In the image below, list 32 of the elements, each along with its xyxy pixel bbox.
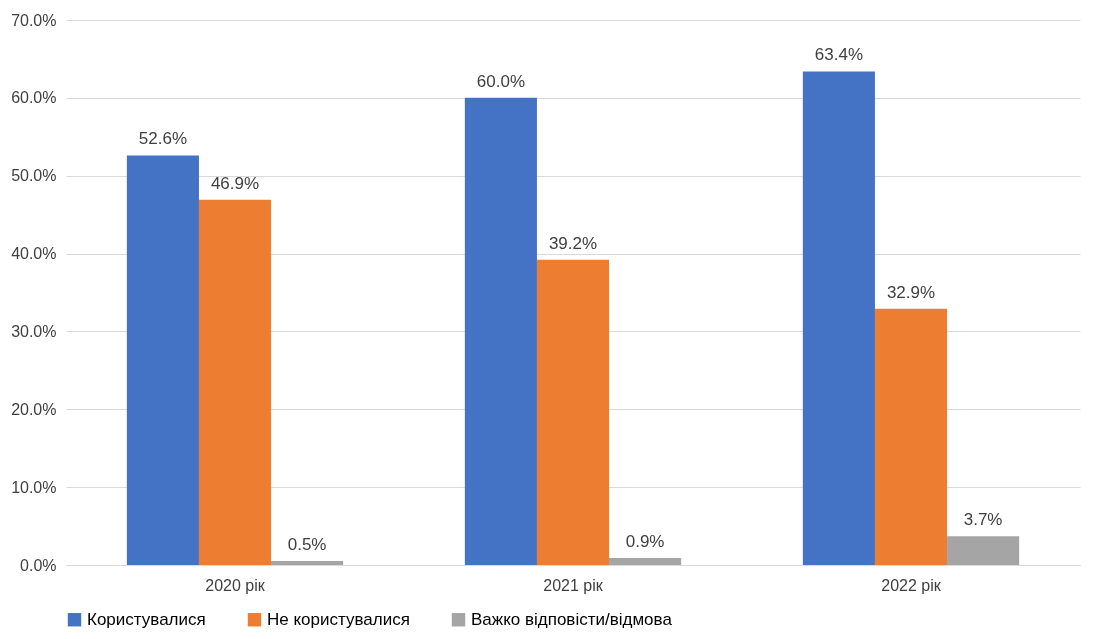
- bar: [464, 97, 537, 565]
- y-tick-label: 0.0%: [20, 556, 57, 574]
- bar: [874, 308, 948, 565]
- bar: [536, 259, 610, 565]
- data-label: 46.9%: [210, 173, 260, 193]
- bar: [126, 155, 199, 565]
- y-tick-label: 20.0%: [11, 400, 57, 418]
- data-label: 63.4%: [814, 45, 863, 65]
- data-label: 0.9%: [625, 531, 665, 551]
- y-tick-label: 10.0%: [11, 478, 57, 496]
- legend-label: Користувалися: [87, 609, 206, 629]
- data-label: 60.0%: [476, 71, 525, 91]
- y-tick-label: 70.0%: [11, 11, 57, 29]
- bar: [802, 71, 875, 565]
- bar: [271, 561, 344, 565]
- bar: [609, 557, 682, 565]
- data-label: 39.2%: [548, 233, 598, 253]
- y-tick-label: 50.0%: [11, 167, 57, 185]
- legend-label: Не користувалися: [267, 609, 410, 629]
- data-label: 0.5%: [287, 535, 327, 555]
- x-tick-label: 2020 рік: [205, 576, 266, 594]
- data-label: 32.9%: [886, 282, 936, 302]
- x-tick-label: 2022 рік: [881, 576, 942, 594]
- data-label: 52.6%: [138, 129, 187, 149]
- y-tick-label: 40.0%: [11, 245, 57, 263]
- bar: [198, 199, 272, 565]
- legend-label: Важко відповісти/відмова: [471, 609, 673, 629]
- y-tick-label: 60.0%: [11, 89, 57, 107]
- data-label: 3.7%: [963, 510, 1003, 530]
- y-tick-label: 30.0%: [11, 322, 57, 340]
- x-tick-label: 2021 рік: [543, 576, 604, 594]
- bar: [947, 536, 1020, 565]
